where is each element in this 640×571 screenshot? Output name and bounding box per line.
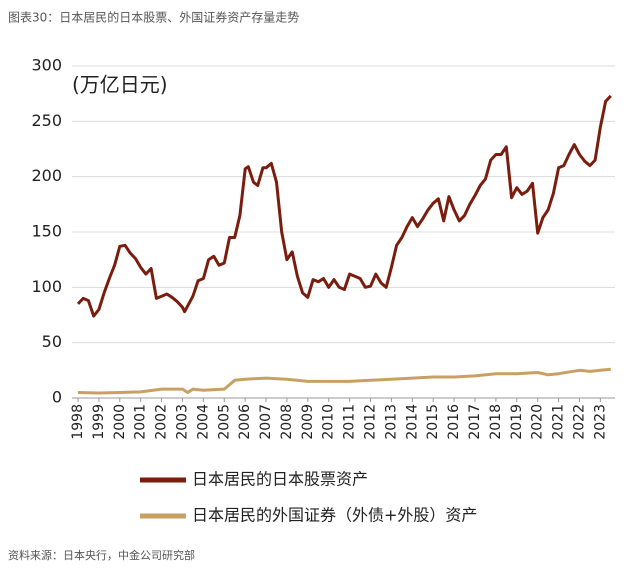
x-tick-label: 2001 [133, 404, 149, 440]
y-tick-label: 100 [31, 277, 62, 296]
x-tick-label: 2004 [195, 404, 211, 440]
x-tick-label: 2018 [488, 404, 504, 440]
x-tick-label: 2007 [258, 404, 274, 440]
x-tick-label: 2016 [446, 404, 462, 440]
y-tick-label: 0 [52, 388, 62, 407]
x-tick-label: 2000 [112, 404, 128, 440]
series-line [76, 94, 612, 318]
x-tick-label: 2021 [551, 404, 567, 440]
x-tick-label: 2022 [571, 404, 587, 440]
legend-label: 日本居民的外国证券（外债+外股）资产 [192, 506, 477, 525]
source-note: 资料来源：日本央行，中金公司研究部 [8, 548, 195, 562]
chart-title: 图表30：日本居民的日本股票、外国证券资产存量走势 [8, 10, 299, 25]
x-tick-label: 2005 [216, 404, 232, 440]
x-tick-label: 2006 [237, 404, 253, 440]
x-tick-label: 2015 [425, 404, 441, 440]
y-tick-label: 300 [31, 56, 62, 75]
legend-label: 日本居民的日本股票资产 [192, 470, 368, 489]
x-tick-label: 1999 [91, 404, 107, 440]
x-tick-label: 2017 [467, 404, 483, 440]
series-line [77, 367, 611, 395]
x-tick-label: 2012 [363, 404, 379, 440]
y-tick-label: 50 [42, 332, 62, 351]
x-tick-label: 2002 [154, 404, 170, 440]
x-tick-label: 2008 [279, 404, 295, 440]
x-tick-label: 2013 [383, 404, 399, 440]
x-tick-label: 2020 [530, 404, 546, 440]
x-tick-label: 2010 [321, 404, 337, 440]
x-tick-label: 1998 [70, 404, 86, 440]
y-tick-label: 250 [31, 111, 62, 130]
x-tick-label: 2003 [174, 404, 190, 440]
x-tick-label: 2014 [404, 404, 420, 440]
x-tick-label: 2023 [592, 404, 608, 440]
x-tick-label: 2019 [509, 404, 525, 440]
x-tick-label: 2011 [342, 404, 358, 440]
y-tick-label: 200 [31, 166, 62, 185]
x-tick-label: 2009 [300, 404, 316, 440]
y-tick-label: 150 [31, 222, 62, 241]
unit-label: (万亿日元) [72, 73, 168, 97]
